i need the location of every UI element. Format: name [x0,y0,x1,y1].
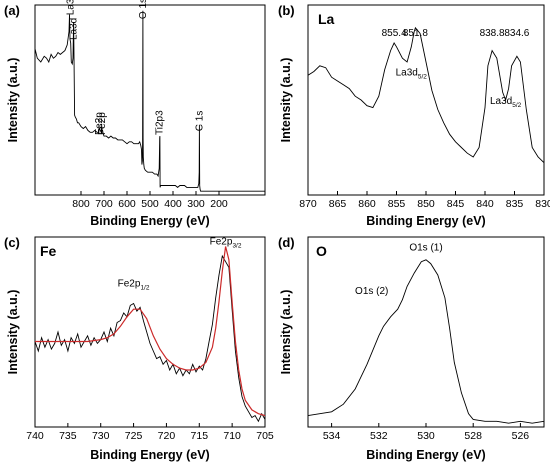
peak-label-subscript: 5/2 [418,73,427,80]
panel-a-spectrum-line [34,10,265,192]
panel-c-title: Fe [40,243,57,259]
xtick-label: 735 [59,430,77,442]
xtick-label: 715 [191,430,209,442]
xtick-label: 526 [512,430,530,442]
xtick-label: 840 [476,198,494,210]
xtick-label: 800 [72,198,90,210]
xtick-label: 710 [223,430,241,442]
peak-label-subscript: 3/2 [232,243,241,250]
peak-label: Fe2p [94,112,105,135]
panel-a-ylabel: Intensity (a.u.) [6,58,20,143]
xtick-label: 300 [187,198,205,210]
peak-label: La3d [69,18,80,40]
panel-d-xticks: 534 532 530 528 526 [323,423,529,442]
panel-b-label: (b) [278,3,295,18]
peak-label-subscript: 1/2 [140,284,149,291]
xtick-label: 740 [26,430,44,442]
panel-b-title: La [318,11,335,27]
panel-d-spectrum-line [307,259,545,424]
xtick-label: 835 [506,198,524,210]
xtick-label: 600 [118,198,136,210]
xtick-label: 870 [299,198,317,210]
xtick-label: 700 [95,198,113,210]
xtick-label: 500 [141,198,159,210]
panel-c-xticks: 740 735 730 725 720 715 710 705 [26,423,274,442]
peak-value-label: 855.4 [382,28,407,39]
panel-c-frame [34,236,266,428]
xtick-label: 528 [464,430,482,442]
panel-b: (b) La 870 865 860 855 850 845 840 835 830 855.4… [278,3,550,228]
panel-b-xlabel: Binding Energy (eV) [366,214,485,228]
peak-label: La3d [66,0,77,15]
xtick-label: 530 [417,430,435,442]
panel-c: (c) Fe 740 735 730 725 720 715 710 705 Fe2p1/2F… [4,235,274,462]
xtick-label: 200 [210,198,228,210]
panel-d-ylabel: Intensity (a.u.) [279,290,293,375]
peak-label: C 1s [194,111,205,132]
peak-label: Fe2p1/2 [118,278,150,291]
panel-c-xlabel: Binding Energy (eV) [90,448,209,462]
panel-d-label: (d) [278,235,295,250]
panel-c-label: (c) [4,235,20,250]
xtick-label: 720 [158,430,176,442]
xtick-label: 845 [447,198,465,210]
xtick-label: 400 [164,198,182,210]
xtick-label: 705 [256,430,274,442]
peak-label-subscript: 5/2 [512,102,521,109]
peak-label: O1s (2) [355,286,388,297]
peak-label: La3d5/2 [396,67,428,80]
peak-value-label: 834.6 [504,28,529,39]
xtick-label: 532 [370,430,388,442]
peak-label: O 1s [138,0,149,19]
peak-value-label: 838.8 [480,28,505,39]
panel-c-fit-line [35,246,266,417]
panel-a: (a) 800 700 600 500 400 300 200 La3dLa3dFe2pFe… [4,0,266,228]
peak-label: O1s (1) [409,242,442,253]
panel-d-annotations: O1s (1) O1s (2) [355,242,443,297]
panel-b-xticks: 870 865 860 855 850 845 840 835 830 [299,191,550,210]
peak-value-label: 851.8 [403,28,428,39]
peak-label: Fe2p [97,112,108,135]
panel-b-spectrum-line [307,26,545,164]
xtick-label: 830 [535,198,550,210]
xtick-label: 725 [125,430,143,442]
xtick-label: 534 [323,430,341,442]
panel-d-title: O [316,243,327,259]
xtick-label: 855 [388,198,406,210]
panel-d-xlabel: Binding Energy (eV) [366,448,485,462]
panel-c-ylabel: Intensity (a.u.) [6,290,20,375]
panel-a-xlabel: Binding Energy (eV) [90,214,209,228]
panel-a-xticks: 800 700 600 500 400 300 200 [72,191,228,210]
xtick-label: 730 [92,430,110,442]
panel-d-frame [307,236,545,428]
xtick-label: 850 [417,198,435,210]
peak-label: Ti2p3 [155,110,166,135]
xtick-label: 860 [358,198,376,210]
panel-a-label: (a) [4,3,20,18]
panel-d: (d) O 534 532 530 528 526 O1s (1) O1s (2) Bin… [278,235,545,462]
panel-b-ylabel: Intensity (a.u.) [279,58,293,143]
xtick-label: 865 [329,198,347,210]
